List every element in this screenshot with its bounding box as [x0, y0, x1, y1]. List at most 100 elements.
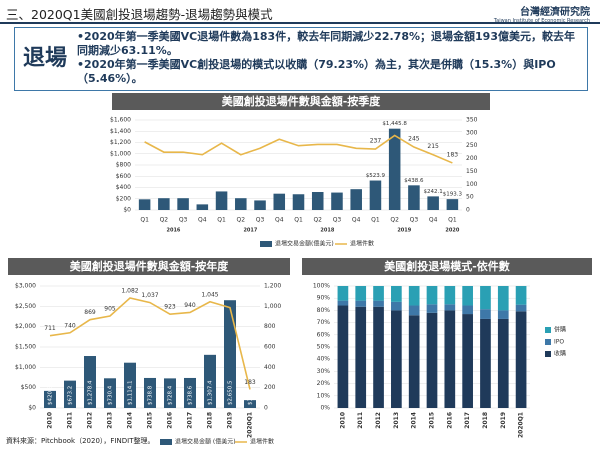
y-tick-label: 200	[264, 384, 276, 391]
bullets: •2020年第一季美國VC退場件數為183件，較去年同期減少22.78%；退場金…	[77, 30, 582, 86]
x-tick-label: 2018	[482, 412, 489, 429]
y-tick-label: $1,600	[110, 117, 131, 124]
bar-segment	[462, 305, 473, 315]
bar-segment	[462, 286, 473, 306]
bar	[204, 354, 216, 408]
bar	[331, 192, 343, 210]
bar-label: $523.9	[366, 173, 386, 179]
bar-segment	[426, 304, 438, 313]
bar-label: $438.6	[404, 178, 424, 184]
y-tick-label: $400	[116, 184, 131, 191]
y-tick-label: $3,000	[15, 283, 36, 290]
bar-segment	[373, 306, 384, 408]
x-tick-label: 2017	[187, 412, 194, 429]
x-tick-label: 2011	[357, 412, 364, 429]
bar-segment	[462, 314, 473, 408]
y-tick-label: 350	[466, 117, 478, 124]
bar-label: $728.4	[168, 385, 174, 405]
bar-label: $420.8	[48, 385, 54, 405]
bar	[446, 199, 459, 210]
bar-segment	[355, 306, 367, 408]
bar-segment	[444, 310, 456, 408]
bar	[388, 128, 401, 210]
x-group-label: 2016	[167, 228, 181, 234]
bar-segment	[515, 304, 527, 312]
bar-segment	[515, 286, 527, 305]
bar	[184, 377, 196, 408]
bar-segment	[480, 286, 491, 310]
x-tick-label: Q1	[448, 217, 457, 224]
x-tick-label: 2011	[67, 412, 74, 429]
bar	[292, 194, 305, 210]
y-tick-label: 0%	[320, 405, 330, 412]
bar	[44, 390, 56, 408]
bar	[64, 380, 76, 408]
legend-label: 併購	[554, 326, 566, 334]
y-tick-label: 100%	[313, 283, 330, 290]
org-name: 台灣經濟研究院	[520, 7, 590, 18]
y-tick-label: $2,000	[15, 323, 36, 330]
x-tick-label: 2014	[411, 412, 418, 429]
y-tick-label: 20%	[317, 380, 331, 387]
line-label: 711	[44, 325, 56, 332]
legend-label: 退場交易金額(億美元)	[275, 240, 334, 248]
title-bar	[8, 258, 290, 275]
y-tick-label: 30%	[317, 368, 331, 375]
line	[144, 134, 453, 164]
bar-label: $730.4	[108, 385, 114, 405]
x-tick-label: 2016	[167, 412, 174, 429]
x-group-label: 2017	[243, 228, 257, 234]
x-tick-label: 2012	[87, 412, 94, 429]
legend-label: 退場交易金額 (億美元)	[175, 438, 236, 446]
x-tick-label: 2019	[227, 412, 234, 429]
y-tick-label: 150	[466, 168, 478, 175]
bar-segment	[444, 286, 456, 305]
bullet: •2020年第一季美國VC退場件數為183件，較去年同期減少22.78%；退場金…	[77, 30, 575, 57]
line-label: 1,037	[141, 292, 158, 299]
line-label: 905	[104, 305, 116, 312]
bar-segment	[480, 309, 491, 319]
legend-swatch	[260, 241, 272, 247]
bar	[144, 377, 156, 408]
y-tick-label: $500	[21, 384, 36, 391]
line-label: 923	[164, 304, 176, 311]
line	[49, 297, 251, 390]
x-tick-label: 2010	[339, 412, 346, 429]
x-tick-label: Q2	[390, 217, 399, 224]
y-tick-label: $200	[116, 195, 131, 202]
line-label: 237	[370, 138, 382, 145]
bar	[138, 199, 151, 210]
legend-label: 退場件數	[250, 438, 274, 446]
x-tick-label: 2015	[429, 412, 436, 429]
chart-title: 美國創投退場件數與金額-按季度	[222, 94, 382, 108]
bar	[104, 378, 116, 408]
line-label: 1,045	[201, 291, 218, 298]
x-tick-label: Q4	[429, 217, 438, 224]
legend-swatch	[545, 351, 551, 357]
x-tick-label: 2020Q1	[247, 412, 254, 438]
bar-label: $1,307.4	[208, 380, 214, 405]
bar	[244, 400, 256, 408]
page-title: 三、2020Q1美國創投退場趨勢-退場趨勢與模式	[6, 7, 273, 22]
line-label: 1,082	[121, 287, 138, 294]
x-tick-label: Q2	[237, 217, 246, 224]
y-tick-label: $1,000	[15, 364, 36, 371]
x-tick-label: 2018	[207, 412, 214, 429]
bar-segment	[391, 301, 402, 311]
x-tick-label: 2012	[375, 412, 382, 429]
bar-label: $738.8	[148, 385, 154, 405]
y-tick-label: 800	[264, 323, 276, 330]
y-tick-label: $1,500	[15, 344, 36, 351]
x-group-label: 2020	[445, 228, 459, 234]
summary-box: 退場 •2020年第一季美國VC退場件數為183件，較去年同期減少22.78%；…	[14, 27, 588, 91]
x-tick-label: Q2	[160, 217, 169, 224]
bar-segment	[497, 318, 509, 408]
bar	[273, 193, 286, 210]
x-group-label: 2019	[397, 228, 411, 234]
bar-segment	[373, 286, 384, 301]
bar	[158, 198, 170, 210]
y-tick-label: $1,200	[110, 139, 131, 146]
bar	[196, 204, 209, 210]
x-tick-label: 2017	[464, 412, 471, 429]
